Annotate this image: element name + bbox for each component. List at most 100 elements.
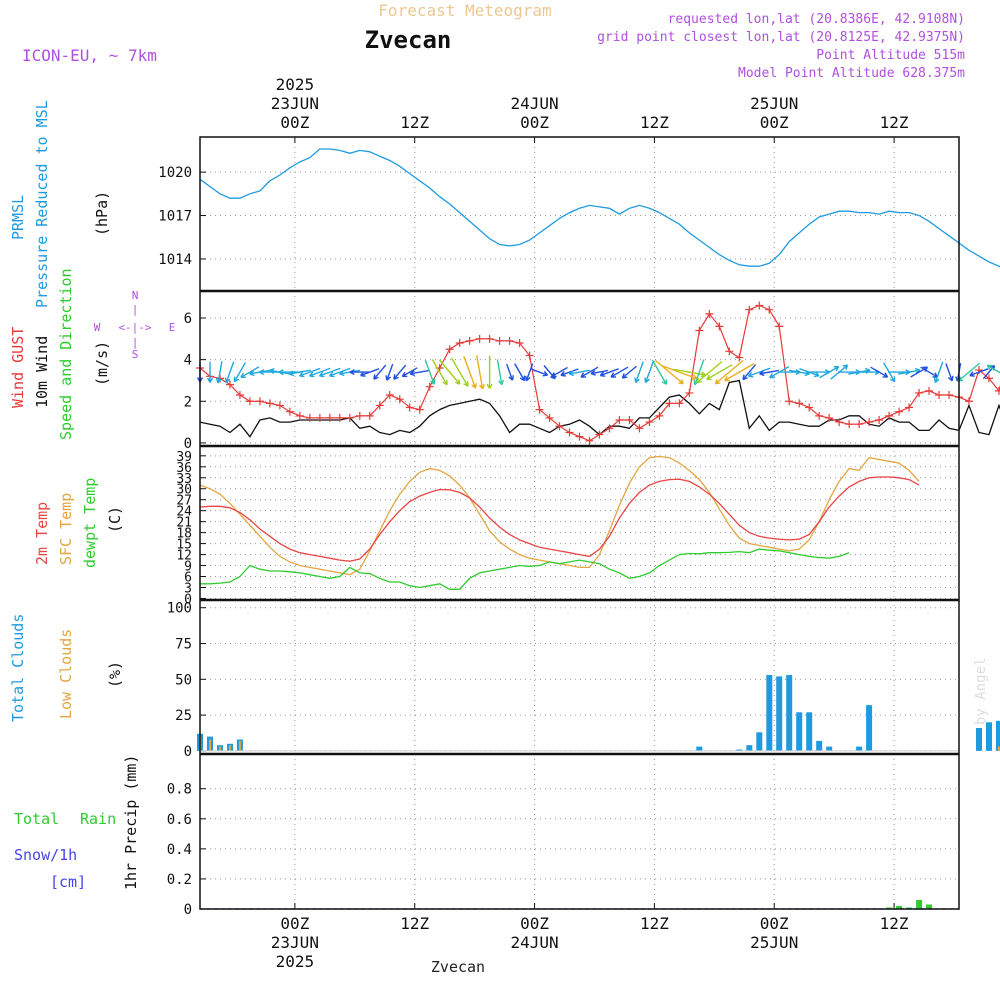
- low-cloud-bar: [229, 745, 231, 751]
- total-cloud-bar: [976, 728, 982, 751]
- gust-marker: [865, 418, 874, 427]
- gust-marker: [885, 411, 894, 420]
- total-cloud-bar: [786, 675, 793, 751]
- top-time-label: 00Z: [520, 113, 549, 132]
- total-cloud-bar: [826, 746, 833, 751]
- gust-marker: [605, 424, 614, 433]
- wind-arrow: [568, 369, 590, 377]
- y-tick-label: 3: [184, 581, 192, 596]
- wind-arrow: [759, 369, 780, 377]
- y-tick-label: 0: [184, 902, 192, 918]
- total-cloud-bar: [736, 749, 743, 751]
- compass-n: N: [132, 289, 139, 302]
- compass-s: S: [132, 348, 139, 361]
- y-tick-label: 24: [176, 505, 192, 520]
- gust-marker: [635, 424, 644, 433]
- gust-marker: [915, 388, 924, 397]
- wind-arrow: [551, 366, 568, 378]
- gust-marker: [994, 386, 1000, 395]
- wind-arrow: [747, 367, 771, 378]
- wind-arrow: [424, 359, 436, 385]
- wind-unit: (m/s): [93, 341, 111, 386]
- precip-cm-label: [cm]: [50, 873, 86, 891]
- rain-bar: [926, 904, 932, 909]
- requested-coords: requested lon,lat (20.8386E, 42.9108N): [668, 12, 965, 27]
- wind-speed-line: [199, 379, 1000, 438]
- wind-arrow: [224, 361, 235, 384]
- y-tick-label: 9: [184, 560, 192, 575]
- gust-marker: [815, 411, 824, 420]
- gust-marker: [395, 395, 404, 404]
- gust-marker: [705, 309, 714, 318]
- gust-marker: [255, 397, 264, 406]
- dewpt-line: [200, 548, 850, 590]
- compass-e: E: [169, 321, 176, 334]
- gust-marker: [365, 411, 374, 420]
- y-tick-label: 27: [176, 494, 192, 509]
- wind-arrow: [393, 364, 407, 380]
- gust-marker: [925, 386, 934, 395]
- gust-marker: [325, 413, 334, 422]
- total-cloud-bar: [696, 746, 703, 751]
- gust-marker: [445, 345, 454, 354]
- model-name: ICON-EU, ~ 7km: [22, 46, 157, 65]
- wind-label: 10m Wind: [33, 336, 51, 408]
- wind-arrow: [714, 359, 744, 385]
- compass-arrow: <-|->: [118, 321, 151, 334]
- prmsl-sublabel: Pressure Reduced to MSL: [33, 100, 51, 308]
- gust-marker: [235, 391, 244, 400]
- wind-arrow: [933, 361, 944, 384]
- gust-marker: [725, 347, 734, 356]
- top-time-label: 24JUN: [510, 94, 558, 113]
- wind-arrow: [298, 367, 321, 378]
- y-tick-label: 39: [176, 450, 192, 465]
- wind-arrow: [580, 366, 599, 378]
- precip-total-label: Total: [14, 810, 59, 828]
- wind-arrow: [621, 365, 637, 379]
- wind-arrow: [496, 359, 505, 386]
- prmsl-unit: (hPa): [93, 191, 111, 236]
- gust-marker: [465, 336, 474, 345]
- gust-marker: [945, 391, 954, 400]
- y-tick-label: 0: [184, 436, 192, 452]
- bottom-time-label: 12Z: [880, 914, 909, 933]
- y-tick-label: 0: [184, 744, 192, 760]
- gust-marker: [935, 391, 944, 400]
- clouds-unit: (%): [106, 661, 124, 688]
- y-tick-label: 6: [184, 311, 192, 327]
- precip-rain-label: Rain: [80, 810, 116, 828]
- total-cloud-bar: [796, 712, 803, 751]
- bottom-time-label: 23JUN: [271, 933, 319, 952]
- gust-marker: [775, 322, 784, 331]
- bottom-time-label: 00Z: [760, 914, 789, 933]
- compass-bar-top: |: [132, 303, 139, 316]
- gust-marker: [475, 334, 484, 343]
- y-tick-label: 33: [176, 472, 192, 487]
- gust-marker: [455, 338, 464, 347]
- wind-arrow: [560, 368, 579, 377]
- gust-marker: [315, 413, 324, 422]
- wind-arrow: [514, 363, 526, 382]
- top-time-label: 12Z: [640, 113, 669, 132]
- y-tick-label: 1014: [158, 252, 192, 268]
- compass-w: W: [94, 321, 101, 334]
- gust-marker: [595, 430, 604, 439]
- y-tick-label: 6: [184, 571, 192, 586]
- y-tick-label: 1017: [158, 209, 192, 225]
- gust-marker: [305, 413, 314, 422]
- wind-arrow: [506, 363, 514, 381]
- gust-marker: [735, 353, 744, 362]
- wind-arrow: [525, 363, 534, 382]
- wind-arrow: [438, 359, 461, 385]
- wind-arrow: [599, 368, 619, 377]
- wind-arrow: [385, 363, 394, 381]
- dewpt-label: dewpt Temp: [81, 478, 99, 568]
- gust-marker: [805, 403, 814, 412]
- wind-arrow: [486, 355, 493, 389]
- total-clouds-label: Total Clouds: [9, 614, 27, 722]
- wind-arrow: [288, 369, 311, 377]
- y-tick-label: 75: [175, 637, 192, 653]
- y-tick-label: 0.2: [167, 872, 192, 888]
- wind-arrow: [215, 361, 223, 384]
